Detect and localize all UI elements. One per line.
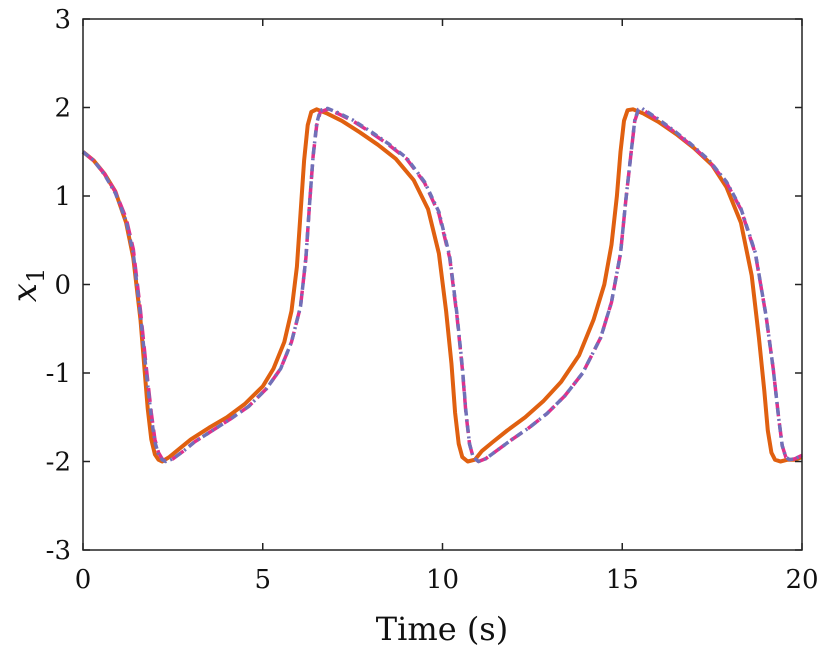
y-axis-label-subscript: 1 [22,268,50,283]
y-tick-label: 0 [54,271,71,301]
series-line-3 [81,106,803,464]
y-tick-label: 1 [54,182,71,212]
x-tick-label: 0 [75,565,92,595]
y-tick-label: 2 [54,94,71,124]
series-line-2 [81,107,803,464]
x-tick-label: 15 [606,565,639,595]
x-tick-label: 5 [254,565,271,595]
plot-frame [82,18,803,551]
x-tick-label: 20 [785,565,818,595]
y-axis-label-main: x [5,283,45,302]
y-tick-label: -1 [46,359,71,389]
y-axis-label: x1 [5,268,50,302]
ticks-layer: 0 5 10 15 20 -3 -2 -1 0 1 2 3 [46,5,819,595]
y-tick-label: -3 [46,536,71,566]
y-tick-label: 3 [54,5,71,35]
x-axis-label: Time (s) [376,610,508,648]
y-tick-label: -2 [46,448,71,478]
x-tick-label: 10 [426,565,459,595]
series-layer [81,106,803,464]
